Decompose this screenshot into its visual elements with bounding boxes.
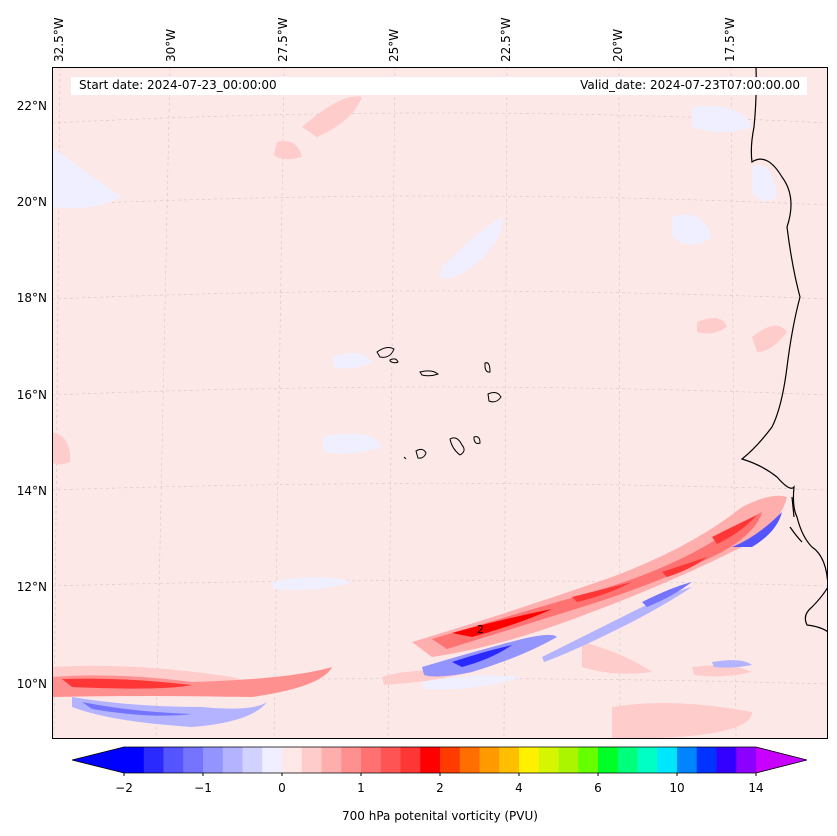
colorbar-extend-high: [756, 747, 807, 773]
longitude-label: 22.5°W: [499, 17, 513, 62]
colorbar-tick-label: 4: [515, 781, 523, 795]
map-background: [52, 67, 828, 739]
latitude-label: 14°N: [16, 484, 47, 498]
colorbar-swatch: [736, 747, 757, 773]
colorbar-swatch: [459, 747, 480, 773]
latitude-label: 18°N: [16, 291, 47, 305]
longitude-label: 27.5°W: [276, 17, 290, 62]
map-plot: 2: [52, 67, 828, 739]
latitude-label: 16°N: [16, 388, 47, 402]
colorbar-swatch: [578, 747, 599, 773]
colorbar-swatch: [301, 747, 322, 773]
colorbar-swatch: [617, 747, 638, 773]
latitude-label: 22°N: [16, 99, 47, 113]
colorbar-swatch: [242, 747, 263, 773]
colorbar-tick-label: 6: [594, 781, 602, 795]
map-header: Start date: 2024-07-23_00:00:00 Valid_da…: [71, 77, 807, 95]
pv-negative-weak: [52, 106, 777, 690]
colorbar-swatch: [321, 747, 342, 773]
pv-negative-band: [72, 512, 782, 727]
contour-label: 2: [477, 623, 484, 636]
latitude-label: 10°N: [16, 677, 47, 691]
colorbar-label: 700 hPa potenital vorticity (PVU): [342, 809, 538, 823]
colorbar-swatch: [538, 747, 559, 773]
colorbar-tick-label: 14: [748, 781, 764, 795]
colorbar-swatch: [657, 747, 678, 773]
colorbar-swatch: [440, 747, 461, 773]
colorbar-swatch: [696, 747, 717, 773]
longitude-label: 17.5°W: [723, 17, 737, 62]
colorbar-swatch: [598, 747, 619, 773]
colorbar-tick-label: 1: [357, 781, 365, 795]
colorbar-swatch: [183, 747, 204, 773]
coastline: [740, 67, 828, 633]
colorbar-swatch: [203, 747, 224, 773]
colorbar-swatch: [400, 747, 421, 773]
colorbar-tick-label: 2: [436, 781, 444, 795]
latitude-label: 12°N: [16, 580, 47, 594]
longitude-label: 30°W: [164, 28, 178, 62]
pv-positive-band: [52, 495, 787, 697]
colorbar-swatch: [124, 747, 145, 773]
colorbar-tick-label: 0: [278, 781, 286, 795]
latitude-label: 20°N: [16, 195, 47, 209]
pv-positive-weak: [52, 96, 787, 739]
colorbar-swatch: [420, 747, 441, 773]
colorbar-swatch: [380, 747, 401, 773]
longitude-label: 32.5°W: [52, 17, 66, 62]
colorbar-swatch: [479, 747, 500, 773]
map-frame: [52, 67, 828, 739]
colorbar-swatch: [163, 747, 184, 773]
colorbar-swatch: [282, 747, 303, 773]
colorbar-swatch: [262, 747, 283, 773]
colorbar-tick-label: −2: [115, 781, 133, 795]
colorbar-swatch: [716, 747, 737, 773]
longitude-label: 20°W: [611, 28, 625, 62]
colorbar-swatch: [637, 747, 658, 773]
start-date-label: Start date: 2024-07-23_00:00:00: [79, 78, 277, 92]
colorbar-swatch: [341, 747, 362, 773]
colorbar: [71, 746, 808, 776]
colorbar-tick-label: 10: [669, 781, 685, 795]
islands: [376, 347, 502, 460]
colorbar-swatch: [361, 747, 382, 773]
colorbar-swatch: [222, 747, 243, 773]
colorbar-swatch: [499, 747, 520, 773]
colorbar-swatch: [677, 747, 698, 773]
colorbar-extend-low: [72, 747, 124, 773]
colorbar-swatch: [519, 747, 540, 773]
longitude-label: 25°W: [387, 28, 401, 62]
colorbar-swatch: [558, 747, 579, 773]
valid-date-label: Valid_date: 2024-07-23T07:00:00.00: [580, 78, 800, 92]
colorbar-tick-label: −1: [194, 781, 212, 795]
colorbar-swatch: [143, 747, 164, 773]
